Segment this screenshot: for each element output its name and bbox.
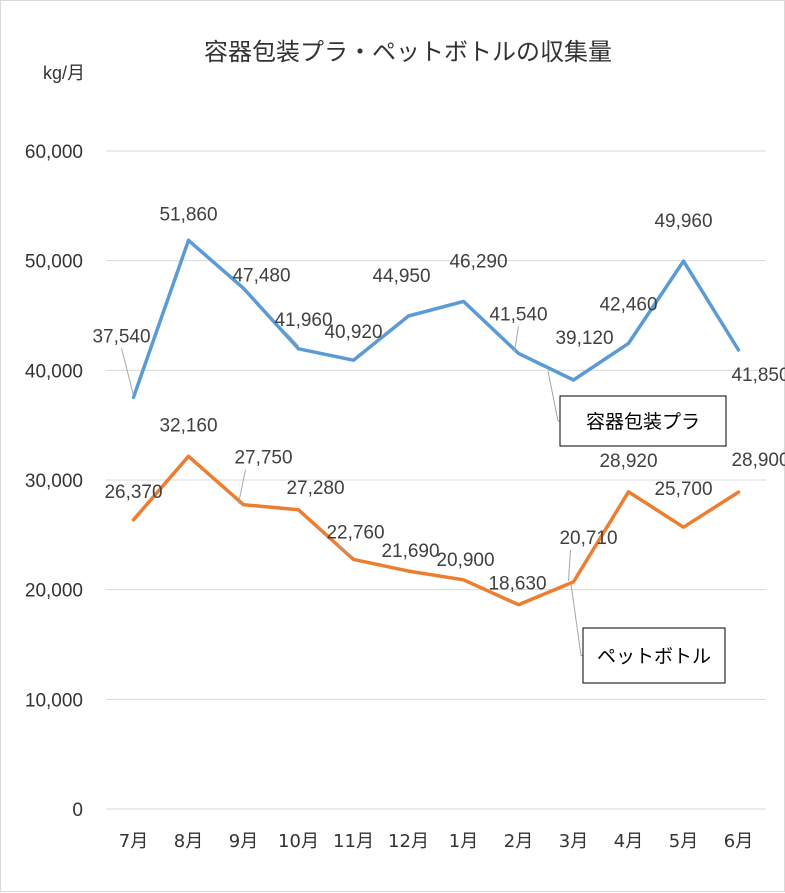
data-point bbox=[187, 454, 191, 458]
x-tick-label: 4月 bbox=[614, 831, 643, 852]
data-point bbox=[737, 348, 741, 352]
series-callout-box bbox=[582, 627, 726, 684]
chart-title: 容器包装プラ・ペットボトルの収集量 bbox=[204, 38, 612, 66]
x-tick-label: 2月 bbox=[504, 831, 533, 852]
x-tick-label: 3月 bbox=[559, 831, 588, 852]
y-axis-label: kg/月 bbox=[43, 63, 85, 83]
data-point bbox=[627, 341, 631, 345]
data-point bbox=[462, 578, 466, 582]
data-point bbox=[297, 508, 301, 512]
data-label: 46,290 bbox=[449, 251, 507, 272]
data-label: 42,460 bbox=[599, 294, 657, 315]
data-point bbox=[737, 490, 741, 494]
data-label: 32,160 bbox=[159, 415, 217, 436]
callout-leader-line bbox=[570, 583, 583, 656]
data-point bbox=[682, 259, 686, 263]
data-label: 27,280 bbox=[286, 478, 344, 499]
x-tick-label: 10月 bbox=[278, 831, 319, 852]
y-tick-label: 60,000 bbox=[25, 142, 83, 163]
data-point bbox=[132, 518, 136, 522]
data-point bbox=[352, 358, 356, 362]
x-tick-label: 11月 bbox=[333, 831, 374, 852]
series-name-label: 容器包装プラ bbox=[586, 411, 700, 433]
x-tick-label: 12月 bbox=[388, 831, 429, 852]
data-label: 44,950 bbox=[372, 266, 430, 287]
y-tick-labels: 0 10,000 20,000 30,000 40,000 50,000 60,000 bbox=[25, 142, 83, 821]
series-line-pet-bottle bbox=[131, 454, 741, 607]
y-tick-label: 20,000 bbox=[25, 581, 83, 602]
data-label: 41,960 bbox=[274, 310, 332, 331]
data-label: 25,700 bbox=[654, 479, 712, 500]
data-point bbox=[627, 490, 631, 494]
data-point bbox=[407, 569, 411, 573]
x-tick-label: 6月 bbox=[724, 831, 753, 852]
label-leader-line bbox=[285, 331, 299, 347]
y-tick-label: 10,000 bbox=[25, 690, 83, 711]
data-point bbox=[297, 347, 301, 351]
data-label: 21,690 bbox=[381, 541, 439, 562]
data-label: 18,630 bbox=[488, 574, 546, 595]
data-label: 39,120 bbox=[555, 328, 613, 349]
series-line-plastic-packaging bbox=[131, 238, 741, 400]
data-label: 28,920 bbox=[599, 451, 657, 472]
data-label: 26,370 bbox=[104, 482, 162, 503]
data-point bbox=[462, 299, 466, 303]
label-leader-line bbox=[568, 549, 571, 581]
y-tick-label: 40,000 bbox=[25, 361, 83, 382]
data-point bbox=[242, 286, 246, 290]
x-tick-labels: 7月 8月 9月 10月 11月 12月 1月 2月 3月 4月 5月 6月 bbox=[119, 831, 753, 852]
data-point bbox=[572, 580, 576, 584]
data-label: 41,540 bbox=[489, 304, 547, 325]
callout-leader-line bbox=[547, 370, 560, 422]
data-point bbox=[517, 351, 521, 355]
label-leader-line bbox=[238, 469, 246, 504]
data-point bbox=[682, 525, 686, 529]
series-callout-box bbox=[559, 395, 727, 447]
data-label: 20,710 bbox=[559, 528, 617, 549]
series-name-label: ペットボトル bbox=[597, 646, 711, 668]
data-label: 27,750 bbox=[234, 448, 292, 469]
label-leader-line bbox=[121, 348, 134, 396]
data-label: 47,480 bbox=[232, 265, 290, 286]
data-label: 20,900 bbox=[436, 550, 494, 571]
data-point bbox=[132, 395, 136, 399]
label-leaders bbox=[121, 326, 571, 581]
data-label: 49,960 bbox=[654, 211, 712, 232]
data-label: 40,920 bbox=[324, 322, 382, 343]
label-leader-line bbox=[337, 544, 354, 558]
x-tick-label: 1月 bbox=[449, 831, 478, 852]
y-tick-label: 0 bbox=[72, 800, 83, 821]
data-point bbox=[517, 603, 521, 607]
y-tick-label: 30,000 bbox=[25, 471, 83, 492]
y-tick-label: 50,000 bbox=[25, 252, 83, 273]
x-tick-label: 9月 bbox=[229, 831, 258, 852]
data-label: 51,860 bbox=[159, 204, 217, 225]
series-lines bbox=[131, 238, 741, 607]
data-label: 41,850 bbox=[731, 365, 785, 386]
data-label: 22,760 bbox=[326, 522, 384, 543]
x-tick-label: 5月 bbox=[669, 831, 698, 852]
data-point bbox=[187, 238, 191, 242]
data-point bbox=[572, 378, 576, 382]
data-point bbox=[352, 557, 356, 561]
label-leader-line bbox=[514, 326, 519, 352]
data-label: 28,900 bbox=[731, 450, 785, 471]
x-tick-label: 7月 bbox=[119, 831, 148, 852]
data-point bbox=[407, 314, 411, 318]
data-point bbox=[242, 503, 246, 507]
data-label: 37,540 bbox=[92, 326, 150, 347]
x-tick-label: 8月 bbox=[174, 831, 203, 852]
